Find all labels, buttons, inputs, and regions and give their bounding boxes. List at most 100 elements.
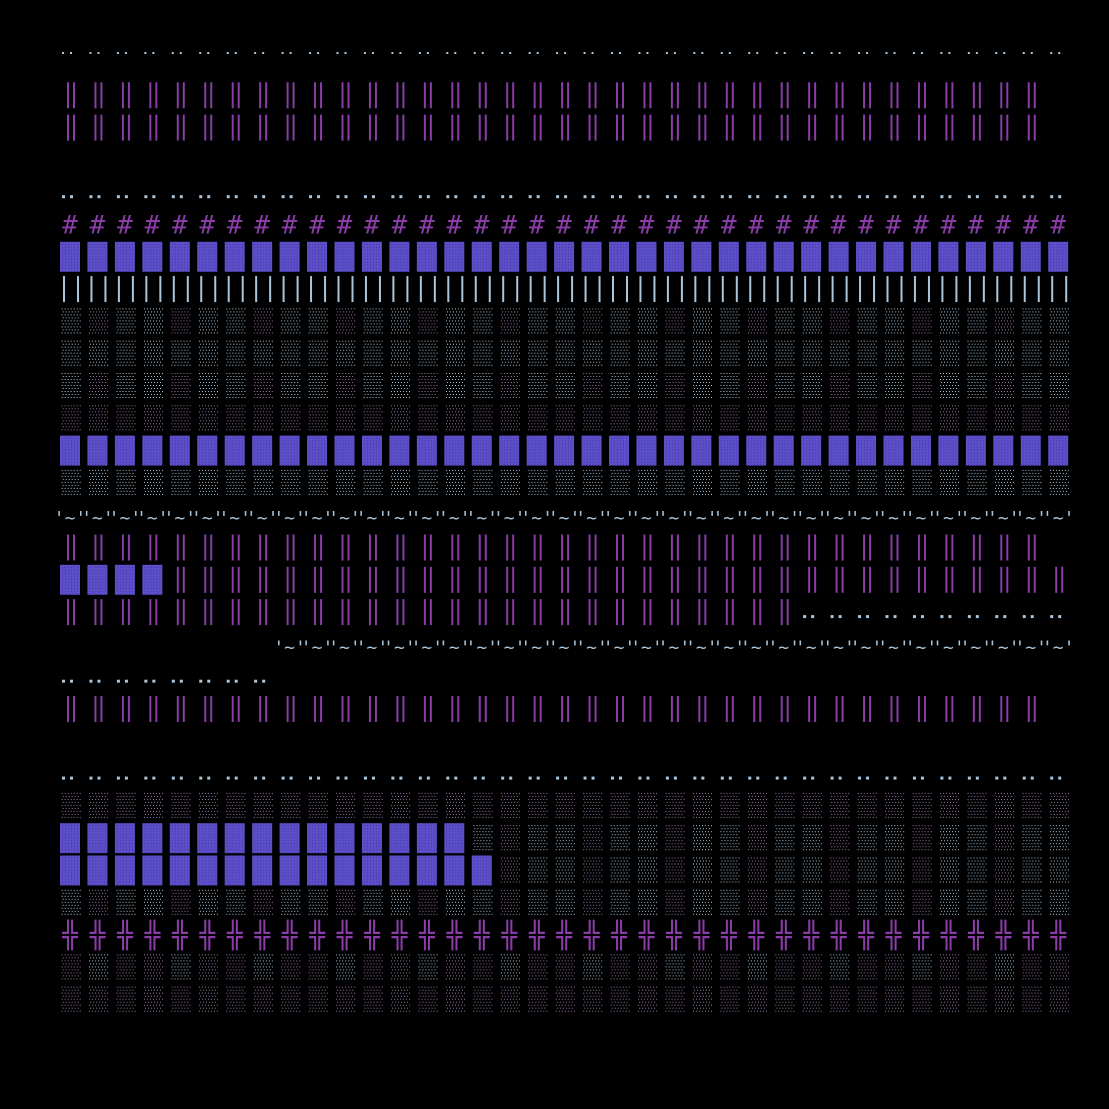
glyph-cell bbox=[863, 567, 871, 593]
glyph-cell bbox=[314, 535, 322, 561]
glyph-cell bbox=[582, 436, 602, 466]
glyph-cell bbox=[918, 82, 926, 108]
glyph-cell bbox=[775, 987, 794, 1012]
glyph-cell bbox=[281, 793, 300, 818]
glyph-cell bbox=[589, 567, 597, 593]
glyph-cell bbox=[720, 373, 739, 398]
glyph-cell bbox=[638, 373, 657, 398]
glyph-cell bbox=[781, 115, 789, 141]
glyph-cell: # bbox=[913, 211, 929, 241]
glyph-cell bbox=[479, 82, 487, 108]
glyph-cell: # bbox=[803, 211, 819, 241]
glyph-cell bbox=[748, 793, 767, 818]
glyph-cell bbox=[831, 52, 841, 54]
glyph-cell bbox=[636, 436, 656, 466]
glyph-cell bbox=[171, 890, 190, 915]
glyph-cell bbox=[89, 680, 100, 683]
glyph-cell bbox=[309, 470, 328, 495]
glyph-cell bbox=[226, 470, 245, 495]
glyph-cell bbox=[858, 858, 877, 883]
glyph-cell bbox=[945, 115, 953, 141]
glyph-cell bbox=[117, 373, 136, 398]
glyph-cell bbox=[89, 890, 108, 915]
glyph-cell bbox=[149, 599, 157, 625]
glyph-cell bbox=[832, 276, 848, 302]
glyph-cell bbox=[283, 276, 299, 302]
glyph-cell bbox=[671, 535, 679, 561]
glyph-cell: ╬ bbox=[308, 919, 326, 951]
glyph-cell bbox=[534, 535, 542, 561]
glyph-cell bbox=[722, 276, 738, 302]
glyph-cell bbox=[804, 276, 820, 302]
glyph-cell bbox=[667, 276, 683, 302]
glyph-cell bbox=[172, 52, 182, 54]
glyph-cell bbox=[529, 777, 540, 780]
glyph-cell bbox=[995, 987, 1014, 1012]
glyph-cell bbox=[314, 567, 322, 593]
glyph-cell bbox=[1050, 405, 1069, 430]
glyph-cell bbox=[117, 890, 136, 915]
glyph-cell bbox=[858, 470, 877, 495]
glyph-cell bbox=[177, 567, 185, 593]
glyph-cell bbox=[556, 987, 575, 1012]
glyph-cell bbox=[940, 405, 959, 430]
glyph-cell bbox=[499, 436, 519, 466]
glyph-cell bbox=[616, 567, 624, 593]
glyph-cell bbox=[252, 823, 272, 853]
glyph-cell bbox=[254, 680, 265, 683]
glyph-cell bbox=[87, 242, 107, 272]
glyph-cell bbox=[693, 825, 712, 850]
glyph-cell bbox=[726, 599, 734, 625]
glyph-cell: ╬ bbox=[555, 919, 573, 951]
glyph-cell bbox=[199, 793, 218, 818]
glyph-cell bbox=[417, 823, 437, 853]
glyph-cell bbox=[424, 599, 432, 625]
glyph-cell bbox=[1022, 825, 1041, 850]
glyph-cell bbox=[885, 470, 904, 495]
glyph-cell bbox=[556, 195, 567, 198]
glyph-cell bbox=[117, 954, 136, 979]
glyph-cell bbox=[830, 405, 849, 430]
glyph-cell bbox=[995, 405, 1014, 430]
glyph-cell bbox=[528, 373, 547, 398]
glyph-cell bbox=[144, 954, 163, 979]
glyph-cell bbox=[886, 615, 897, 618]
glyph-cell bbox=[528, 858, 547, 883]
glyph-cell bbox=[144, 890, 163, 915]
glyph-cell bbox=[227, 195, 238, 198]
glyph-cell bbox=[831, 195, 842, 198]
glyph-cell bbox=[561, 115, 569, 141]
glyph-cell bbox=[918, 115, 926, 141]
glyph-cell bbox=[530, 276, 546, 302]
glyph-cell bbox=[753, 696, 761, 722]
glyph-cell bbox=[506, 115, 514, 141]
glyph-cell bbox=[227, 777, 238, 780]
glyph-cell bbox=[369, 599, 377, 625]
glyph-cell bbox=[226, 954, 245, 979]
glyph-cell bbox=[891, 535, 899, 561]
glyph-cell bbox=[774, 436, 794, 466]
glyph-cell bbox=[365, 276, 381, 302]
glyph-cell bbox=[886, 777, 897, 780]
glyph-cell bbox=[369, 567, 377, 593]
glyph-cell bbox=[611, 341, 630, 366]
glyph-cell bbox=[616, 115, 624, 141]
glyph-cell bbox=[803, 890, 822, 915]
glyph-cell bbox=[830, 793, 849, 818]
glyph-cell bbox=[310, 276, 326, 302]
glyph-cell bbox=[945, 82, 953, 108]
glyph-cell bbox=[666, 52, 676, 54]
glyph-cell: ╬ bbox=[198, 919, 216, 951]
glyph-cell bbox=[197, 856, 217, 886]
glyph-cell: '~' bbox=[1042, 637, 1075, 658]
glyph-cell bbox=[556, 890, 575, 915]
glyph-cell bbox=[280, 242, 300, 272]
glyph-cell: # bbox=[145, 211, 161, 241]
glyph-cell bbox=[501, 405, 520, 430]
glyph-cell bbox=[753, 567, 761, 593]
glyph-cell bbox=[666, 793, 685, 818]
glyph-cell bbox=[611, 308, 630, 333]
glyph-cell bbox=[336, 470, 355, 495]
glyph-cell bbox=[781, 696, 789, 722]
glyph-cell: # bbox=[556, 211, 572, 241]
